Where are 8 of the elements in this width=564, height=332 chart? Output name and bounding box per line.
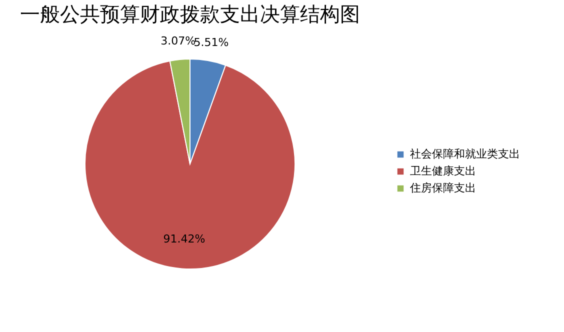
chart-title: 一般公共预算财政拨款支出决算结构图 — [20, 2, 360, 26]
legend-label: 住房保障支出 — [410, 182, 476, 194]
legend-label: 社会保障和就业类支出 — [410, 148, 520, 160]
pie-slice — [84, 60, 296, 270]
legend-label: 卫生健康支出 — [410, 164, 476, 178]
data-label: 3.07% — [160, 34, 196, 48]
data-label: 91.42% — [163, 232, 206, 246]
data-label: 5.51% — [194, 36, 229, 49]
